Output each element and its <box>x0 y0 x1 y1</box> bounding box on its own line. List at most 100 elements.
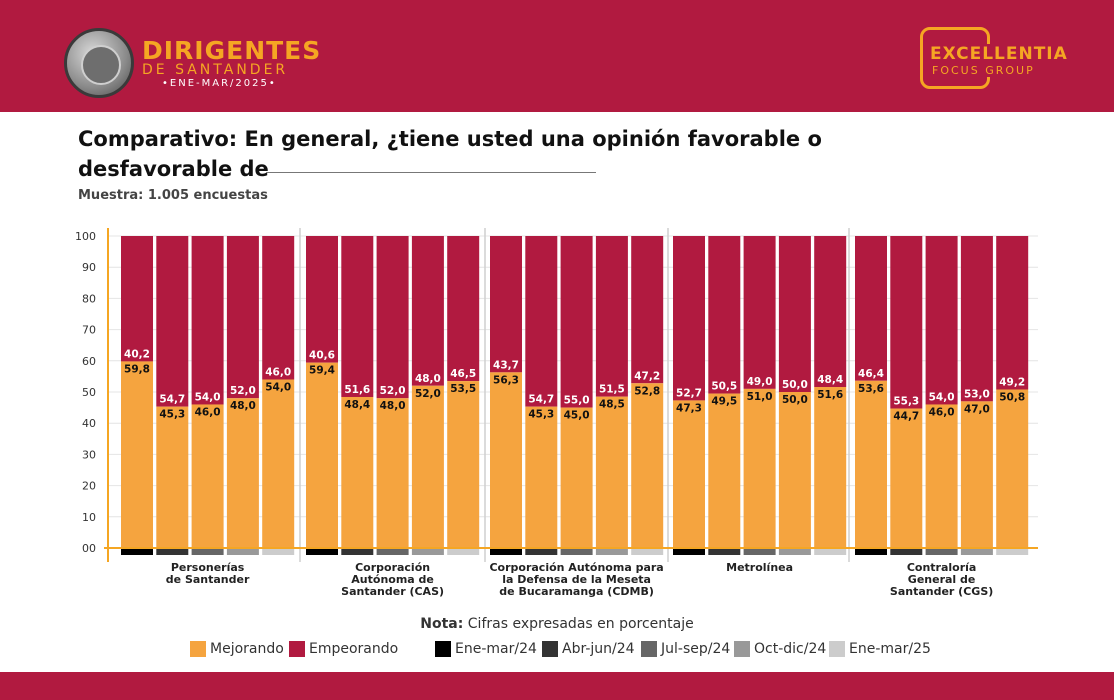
bar-improving <box>855 380 887 548</box>
category-label: Corporación Autónoma para <box>489 561 663 574</box>
data-label-worsening: 46,5 <box>450 368 476 380</box>
data-label-worsening: 46,0 <box>265 367 291 379</box>
period-marker <box>855 548 887 555</box>
period-marker <box>156 548 189 555</box>
bar-improving <box>525 406 558 548</box>
bar-worsening <box>743 236 776 389</box>
bar-improving <box>376 398 409 548</box>
bar-improving <box>191 404 224 548</box>
data-label-worsening: 55,0 <box>564 395 590 407</box>
data-label-worsening: 51,5 <box>599 384 625 396</box>
company-name: EXCELLENTIA <box>928 44 1070 64</box>
data-label-worsening: 48,4 <box>817 374 843 386</box>
y-tick-label: 50 <box>82 386 96 399</box>
bar-worsening <box>631 236 664 384</box>
y-tick-label: 60 <box>82 355 96 368</box>
data-label-worsening: 55,3 <box>893 396 919 408</box>
period-marker <box>226 548 259 555</box>
bar-improving <box>631 383 664 548</box>
bar-improving <box>890 408 923 548</box>
data-label-improving: 52,0 <box>415 388 441 400</box>
legend-label-improving: Mejorando <box>210 641 284 657</box>
data-label-improving: 45,3 <box>159 409 185 421</box>
data-label-worsening: 50,5 <box>711 381 737 393</box>
data-label-worsening: 47,2 <box>634 370 660 382</box>
y-tick-label: 40 <box>82 417 96 430</box>
data-label-worsening: 43,7 <box>493 359 519 371</box>
bar-improving <box>743 388 776 548</box>
data-label-improving: 47,0 <box>964 403 990 415</box>
period-marker <box>673 548 705 555</box>
legend-label-period-3: Jul-sep/24 <box>661 641 731 657</box>
data-label-worsening: 40,6 <box>309 350 335 362</box>
data-label-improving: 49,5 <box>711 396 737 408</box>
bar-improving <box>708 393 741 548</box>
data-label-improving: 48,0 <box>230 400 256 412</box>
legend-period-4: Oct-dic/24 <box>734 641 826 657</box>
period-marker <box>191 548 224 555</box>
period-marker <box>447 548 480 555</box>
bar-worsening <box>490 236 522 373</box>
period-marker <box>262 548 295 555</box>
santander-seal-logo <box>64 28 134 98</box>
period-marker <box>560 548 593 555</box>
data-label-improving: 53,6 <box>858 383 884 395</box>
bar-improving <box>560 407 593 548</box>
category-label: Personerías <box>171 561 245 574</box>
data-label-improving: 50,8 <box>999 392 1025 404</box>
y-tick-label: 80 <box>82 292 96 305</box>
data-label-worsening: 54,0 <box>195 391 221 403</box>
period-marker <box>925 548 958 555</box>
bar-worsening <box>778 236 811 392</box>
period-marker <box>996 548 1029 555</box>
legend-label-period-1: Ene-mar/24 <box>455 641 537 657</box>
category-label: de Santander <box>166 573 250 586</box>
period-marker <box>490 548 522 555</box>
bar-worsening <box>708 236 741 394</box>
data-label-worsening: 50,0 <box>782 379 808 391</box>
bar-worsening <box>156 236 189 407</box>
legend-swatch-period-5 <box>829 641 845 657</box>
y-tick-label: 10 <box>82 511 96 524</box>
period-marker <box>631 548 664 555</box>
legend-period-2: Abr-jun/24 <box>542 641 635 657</box>
data-label-worsening: 52,0 <box>230 385 256 397</box>
data-label-improving: 45,3 <box>528 409 554 421</box>
bar-improving <box>156 406 189 548</box>
data-label-improving: 59,8 <box>124 363 150 375</box>
bar-worsening <box>121 236 153 362</box>
data-label-improving: 48,0 <box>380 400 406 412</box>
y-tick-label: 70 <box>82 324 96 337</box>
bar-worsening <box>560 236 593 408</box>
note-text: Cifras expresadas en porcentaje <box>467 616 694 632</box>
data-label-improving: 53,5 <box>450 383 476 395</box>
period-marker <box>708 548 741 555</box>
bar-worsening <box>411 236 444 386</box>
data-label-worsening: 49,2 <box>999 377 1025 389</box>
bar-improving <box>306 362 338 548</box>
category-label: Santander (CAS) <box>341 585 444 598</box>
category-label: Corporación <box>355 561 430 574</box>
bar-worsening <box>306 236 338 363</box>
bar-worsening <box>960 236 993 402</box>
period-marker <box>890 548 923 555</box>
data-label-improving: 44,7 <box>893 411 919 423</box>
data-label-improving: 45,0 <box>564 410 590 422</box>
data-label-improving: 59,4 <box>309 365 335 377</box>
bar-worsening <box>673 236 705 401</box>
data-label-improving: 46,0 <box>195 406 221 418</box>
category-label: Autónoma de <box>351 573 434 586</box>
period-marker <box>960 548 993 555</box>
category-label: de Bucaramanga (CDMB) <box>499 585 654 598</box>
bar-worsening <box>814 236 847 388</box>
period-marker <box>306 548 338 555</box>
legend-swatch-period-1 <box>435 641 451 657</box>
bar-improving <box>121 361 153 548</box>
question-blank-line <box>266 172 596 173</box>
period-marker <box>743 548 776 555</box>
data-label-improving: 48,5 <box>599 399 625 411</box>
y-tick-label: 90 <box>82 261 96 274</box>
data-label-worsening: 54,7 <box>159 394 185 406</box>
period-marker <box>778 548 811 555</box>
legend-worsening: Empeorando <box>289 641 398 657</box>
